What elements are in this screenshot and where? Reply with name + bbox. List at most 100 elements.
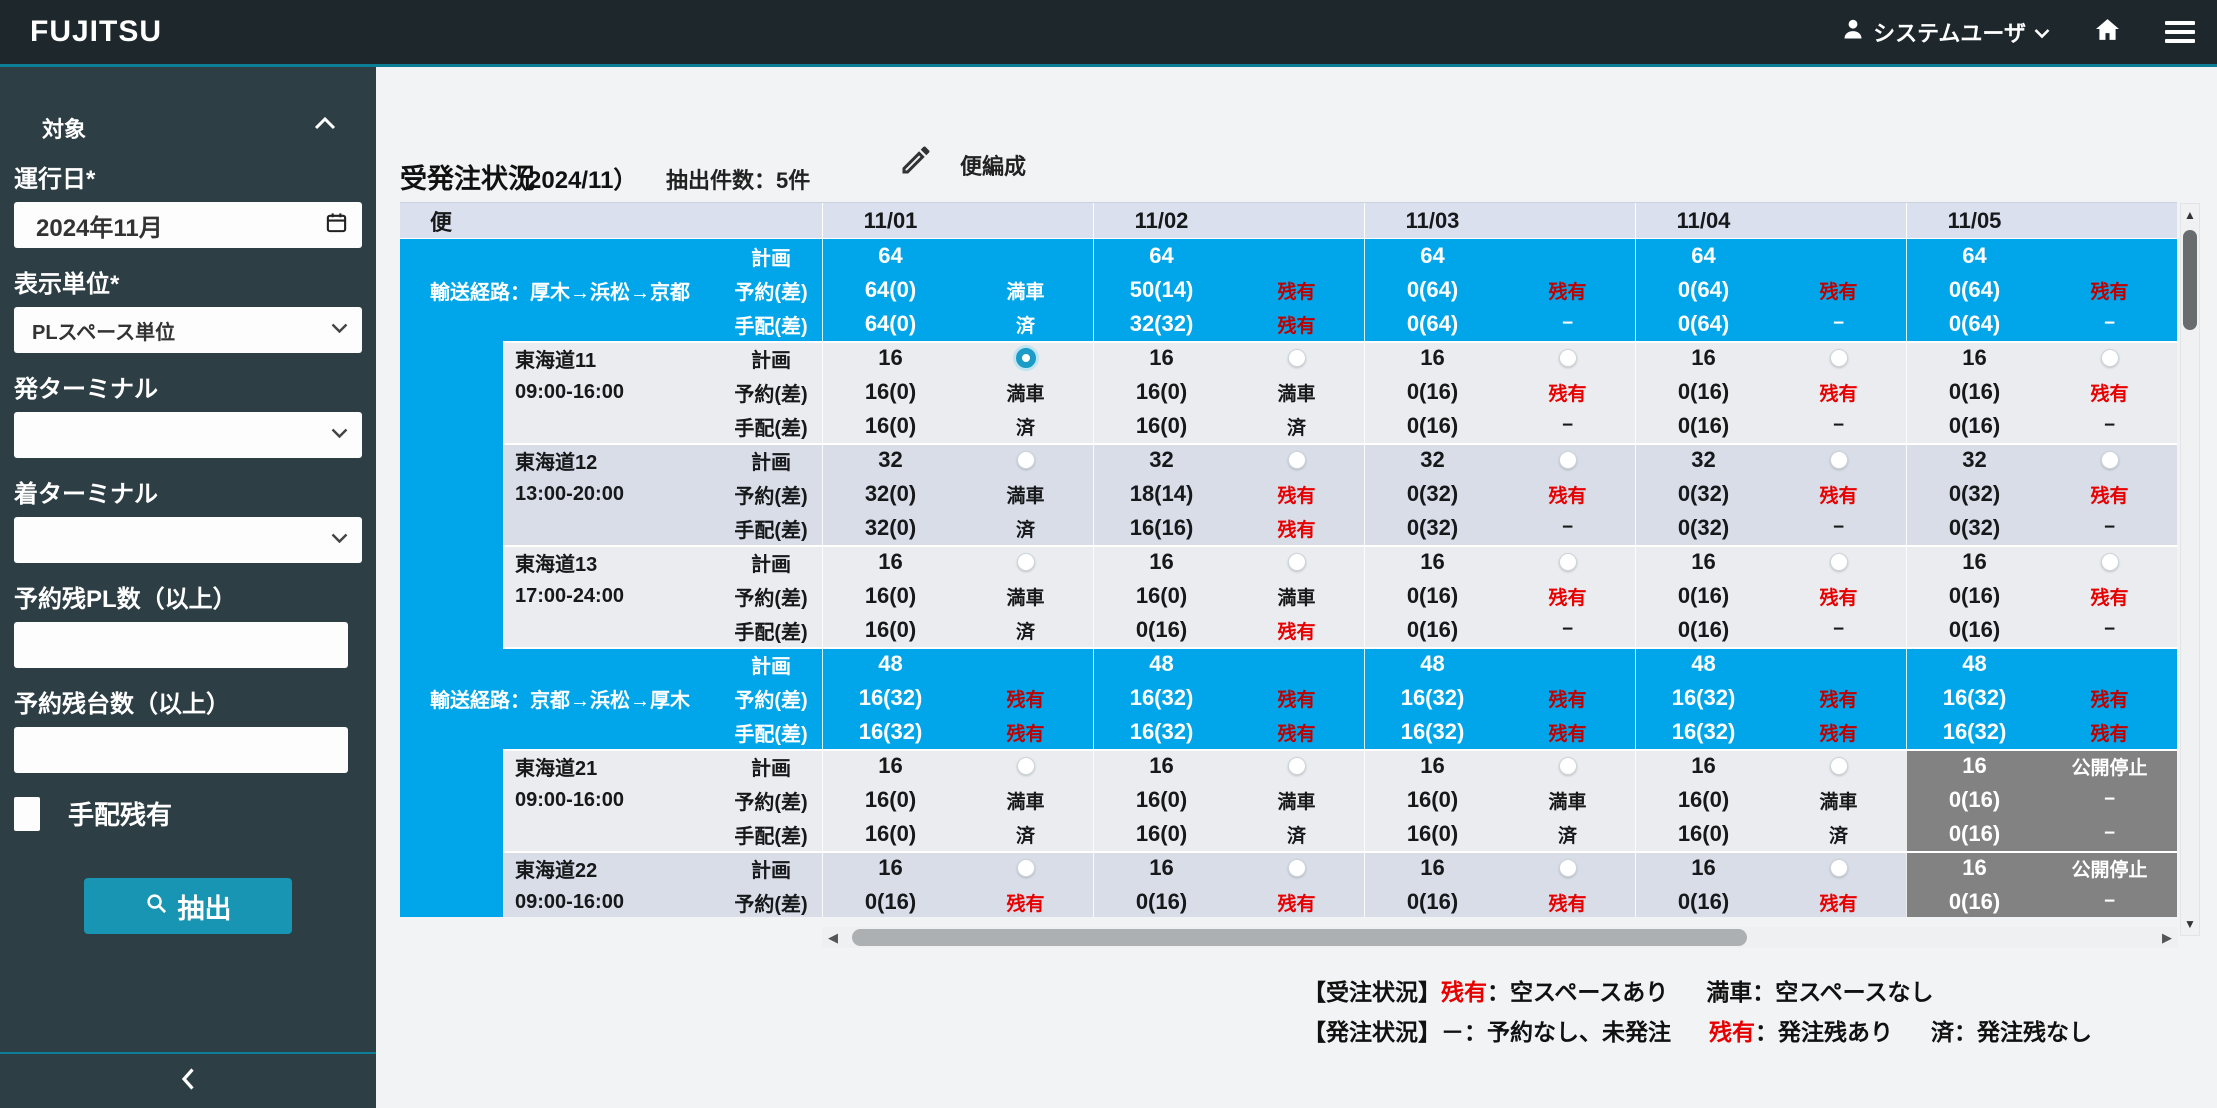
status-badge: 残有 [2090, 587, 2129, 609]
arrange-remaining-checkbox[interactable] [14, 796, 40, 831]
row-type-label: 手配(差) [734, 621, 808, 644]
plan-radio[interactable] [1016, 859, 1035, 877]
route-color-strip [400, 817, 503, 851]
plan-radio[interactable] [1016, 757, 1035, 775]
plan-radio[interactable] [1287, 451, 1306, 469]
status-badge: − [2042, 783, 2177, 817]
scroll-right-arrow[interactable]: ▶ [2162, 930, 2172, 945]
horizontal-scroll-thumb[interactable] [852, 929, 1747, 946]
vertical-scroll-thumb[interactable] [2183, 230, 2197, 330]
plan-radio[interactable] [2100, 451, 2119, 469]
user-menu[interactable]: システムユーザ [1841, 16, 2050, 48]
status-badge: 残有 [2090, 383, 2129, 405]
cell-value: 16 [822, 851, 958, 885]
row-type-label: 計画 [751, 859, 791, 882]
cell-value: 16 [1364, 749, 1500, 783]
status-badge: 残有 [2090, 689, 2129, 711]
plan-radio[interactable] [1287, 349, 1306, 367]
plan-radio[interactable] [1558, 553, 1577, 571]
arrival-terminal-select[interactable] [14, 517, 362, 563]
service-group-rows: 東海道11 計画 16 16 16 16 16 09:00-16:00 予約(差) 16(0) 満車… [400, 341, 2177, 443]
route-color-strip [400, 579, 503, 613]
scroll-left-arrow[interactable]: ◀ [828, 930, 838, 945]
status-cell [1229, 647, 1364, 681]
cell-value: 64 [1906, 239, 2042, 273]
scroll-up-arrow[interactable]: ▲ [2184, 208, 2196, 222]
status-cell [1229, 341, 1364, 375]
cell-value: 16 [1364, 341, 1500, 375]
calendar-icon[interactable] [325, 211, 348, 239]
cell-value: 0(16) [1364, 613, 1500, 647]
display-unit-select[interactable]: PLスペース単位 [14, 307, 362, 353]
target-section-header[interactable]: 対象 [14, 113, 362, 143]
pencil-icon [898, 142, 934, 183]
route-label: 輸送経路：京都→浜松→厚木 [430, 689, 690, 712]
plan-radio[interactable] [2100, 553, 2119, 571]
plan-radio[interactable] [1016, 451, 1035, 469]
run-date-label: 運行日* [14, 166, 96, 193]
plan-radio[interactable] [1287, 859, 1306, 877]
row-type-label: 計画 [751, 247, 791, 270]
status-cell [2042, 443, 2177, 477]
cell-value: 0(16) [1364, 375, 1500, 409]
status-badge: 満車 [1006, 383, 1045, 405]
extract-button[interactable]: 抽出 [84, 878, 292, 934]
cell-value: 16 [1093, 749, 1229, 783]
chevron-up-icon[interactable] [314, 116, 336, 135]
menu-icon[interactable] [2165, 21, 2195, 43]
plan-radio[interactable] [1558, 757, 1577, 775]
status-badge: 公開停止 [2042, 749, 2177, 783]
status-badge: 残有 [1819, 587, 1858, 609]
service-edit-button[interactable]: 便編成 [898, 142, 1026, 183]
cell-value: 32 [1093, 443, 1229, 477]
plan-radio[interactable] [2100, 349, 2119, 367]
plan-radio[interactable] [1558, 451, 1577, 469]
status-badge: 満車 [1006, 485, 1045, 507]
row-type-label: 予約(差) [734, 383, 808, 406]
route-color-strip [400, 375, 503, 409]
status-badge: 残有 [1819, 383, 1858, 405]
cell-value: 48 [1906, 647, 2042, 681]
status-badge: 残有 [1277, 485, 1316, 507]
plan-radio[interactable] [1287, 553, 1306, 571]
plan-radio[interactable] [1287, 757, 1306, 775]
status-cell [1229, 749, 1364, 783]
section-title: 対象 [42, 117, 87, 142]
plan-radio[interactable] [1829, 349, 1848, 367]
status-badge: 残有 [1819, 485, 1858, 507]
plan-radio[interactable] [1829, 757, 1848, 775]
horizontal-scrollbar[interactable]: ◀ ▶ [822, 927, 2178, 948]
vertical-scrollbar[interactable]: ▲ ▼ [2180, 203, 2200, 936]
status-badge: 残有 [1006, 689, 1045, 711]
scroll-down-arrow[interactable]: ▼ [2184, 917, 2196, 931]
plan-radio[interactable] [1829, 451, 1848, 469]
cell-value: 50(14) [1093, 273, 1229, 307]
departure-terminal-select[interactable] [14, 412, 362, 458]
cell-value: 16 [1093, 851, 1229, 885]
status-cell [958, 545, 1093, 579]
route-color-strip [400, 885, 503, 917]
plan-radio[interactable] [1015, 348, 1036, 368]
home-button[interactable] [2094, 16, 2121, 48]
legend-text: ：空スペースあり [1487, 979, 1669, 1005]
remaining-trucks-input[interactable] [14, 727, 348, 773]
cell-value: 16(32) [822, 681, 958, 715]
plan-radio[interactable] [1558, 349, 1577, 367]
cell-value: 0(32) [1635, 511, 1771, 545]
edit-label: 便編成 [960, 154, 1027, 179]
status-badge: − [2042, 817, 2177, 851]
plan-radio[interactable] [1829, 553, 1848, 571]
table-row: 17:00-24:00 予約(差) 16(0) 満車 16(0) 満車 0(16) 残有 0(1… [400, 579, 2177, 613]
table-row: 手配(差) 16(32) 残有 16(32) 残有 16(32) 残有 16(32) 残有 16(… [400, 715, 2177, 749]
cell-value: 16(32) [1093, 715, 1229, 749]
remaining-pl-input[interactable] [14, 622, 348, 668]
status-badge: − [1832, 415, 1845, 436]
run-date-input[interactable]: 2024年11月 [14, 202, 362, 248]
sidebar-collapse[interactable] [0, 1052, 376, 1108]
plan-radio[interactable] [1558, 859, 1577, 877]
cell-value: 16(0) [822, 375, 958, 409]
plan-radio[interactable] [1016, 553, 1035, 571]
plan-radio[interactable] [1829, 859, 1848, 877]
date-column-header: 11/01 [822, 203, 1093, 238]
status-badge: 満車 [1277, 791, 1316, 813]
